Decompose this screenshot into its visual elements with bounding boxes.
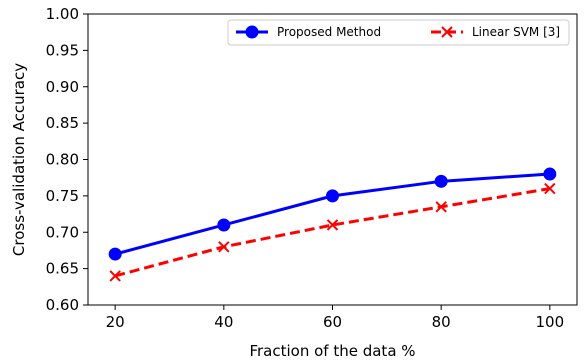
data-point-1-3 — [326, 189, 339, 203]
data-point-2-4 — [435, 201, 447, 213]
y-tick-label: 0.65 — [46, 260, 79, 278]
legend-swatch-marker-2 — [441, 26, 453, 38]
data-point-2-1-stroke-b — [109, 270, 121, 282]
data-point-2-2-stroke-b — [218, 241, 230, 253]
y-tick-label: 0.80 — [46, 151, 79, 169]
data-point-2-3 — [326, 219, 339, 231]
data-point-2-4-stroke-b — [435, 201, 447, 213]
data-point-2-3-stroke-b — [326, 219, 339, 231]
data-point-2-2 — [218, 241, 230, 253]
y-tick-label: 0.95 — [46, 41, 79, 59]
legend-label-2: Linear SVM [3] — [472, 25, 560, 39]
axes — [87, 13, 578, 306]
y-tick-label: 0.60 — [46, 296, 79, 314]
x-tick-label: 60 — [323, 313, 342, 331]
series-group — [108, 167, 557, 282]
y-tick-label: 0.85 — [46, 114, 79, 132]
data-point-1-4 — [434, 174, 448, 188]
y-tick-label: 0.75 — [46, 187, 79, 205]
plot-frame — [87, 13, 578, 306]
x-tick-label: 100 — [536, 313, 565, 331]
data-point-1-5 — [543, 167, 557, 181]
data-point-2-5-stroke-b — [544, 182, 556, 195]
legend-label-1: Proposed Method — [277, 25, 381, 39]
legend-swatch-marker-2-stroke-b — [441, 26, 453, 38]
data-point-1-1 — [108, 247, 122, 261]
data-point-2-1 — [109, 270, 121, 282]
x-tick-label: 20 — [106, 313, 125, 331]
data-point-1-2 — [217, 218, 231, 232]
legend-swatch-marker-1 — [245, 25, 259, 39]
legend-box — [227, 19, 570, 46]
legend: Proposed Method Linear SVM [3] — [227, 19, 570, 46]
series-line-1 — [114, 172, 550, 256]
x-axis-title: Fraction of the data % — [249, 342, 415, 360]
y-tick-label: 0.70 — [46, 223, 79, 241]
x-tick-label: 40 — [214, 313, 233, 331]
data-point-2-5 — [544, 182, 556, 195]
ticks: 20 40 60 80 100 0.60 0.65 0.70 0.75 0.80 0.85 0.90 0… — [46, 5, 565, 331]
y-tick-label: 0.90 — [46, 78, 79, 96]
y-axis-title: Cross-validation Accuracy — [10, 63, 28, 256]
x-tick-label: 80 — [432, 313, 451, 331]
y-tick-label: 1.00 — [46, 5, 79, 23]
